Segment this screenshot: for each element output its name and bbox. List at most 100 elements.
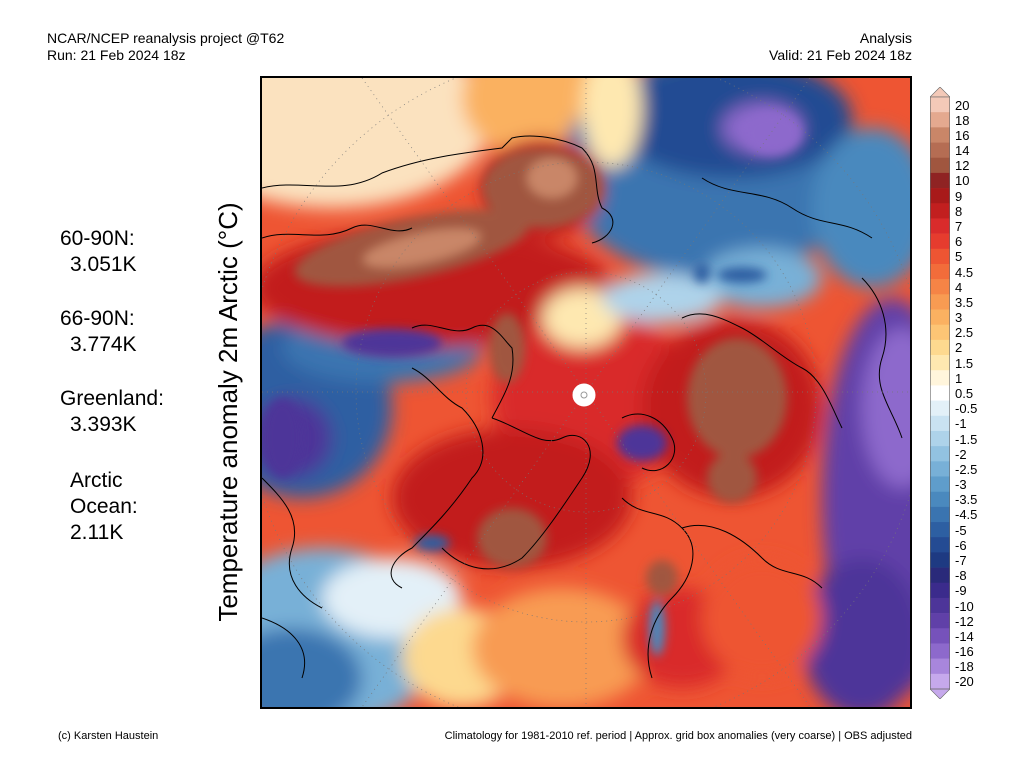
colorbar-swatch bbox=[930, 127, 950, 143]
colorbar-tick-label: -5 bbox=[955, 522, 967, 538]
credit: (c) Karsten Haustein bbox=[58, 730, 159, 742]
colorbar-swatch bbox=[930, 400, 950, 417]
colorbar-swatch bbox=[930, 476, 950, 492]
colorbar-swatch bbox=[930, 339, 950, 356]
colorbar-tick-label: 18 bbox=[955, 112, 970, 128]
stat-value: 3.051K bbox=[70, 253, 137, 276]
colorbar-swatch bbox=[930, 673, 950, 690]
colorbar-tick-label: -16 bbox=[955, 644, 974, 660]
valid-time: Valid: 21 Feb 2024 18z bbox=[769, 47, 912, 63]
colorbar-swatch bbox=[930, 522, 950, 538]
stat-label: 66-90N: bbox=[60, 307, 135, 330]
colorbar-swatch bbox=[930, 279, 950, 295]
colorbar-tick-label: -8 bbox=[955, 568, 967, 584]
colorbar-tick-label: 2 bbox=[955, 340, 963, 356]
colorbar-swatch bbox=[930, 263, 950, 280]
colorbar-tick-label: 3 bbox=[955, 310, 963, 326]
colorbar-tick-label: 6 bbox=[955, 234, 963, 250]
colorbar-tick-label: -7 bbox=[955, 552, 967, 568]
colorbar-tick-label: -1.5 bbox=[955, 431, 978, 447]
stat-arctic-ocean: Arctic Ocean: 2.11K bbox=[70, 468, 138, 546]
colorbar-tick-label: 12 bbox=[955, 158, 970, 174]
colorbar-swatch bbox=[930, 415, 950, 432]
colorbar-top-arrow bbox=[930, 87, 950, 98]
colorbar-tick-label: -6 bbox=[955, 537, 967, 553]
colorbar-swatch bbox=[930, 537, 950, 553]
colorbar-swatch bbox=[930, 446, 950, 462]
colorbar-swatch bbox=[930, 643, 950, 659]
colorbar-tick-label: -10 bbox=[955, 598, 974, 614]
colorbar-swatch bbox=[930, 597, 950, 614]
stat-value: 3.774K bbox=[70, 333, 137, 356]
colorbar-tick-label: 10 bbox=[955, 173, 970, 189]
run-time: Run: 21 Feb 2024 18z bbox=[47, 47, 186, 63]
colorbar-swatch bbox=[930, 355, 950, 371]
colorbar-tick-label: 1.5 bbox=[955, 355, 974, 371]
source-title: NCAR/NCEP reanalysis project @T62 bbox=[47, 30, 285, 46]
colorbar-tick-label: 4.5 bbox=[955, 264, 974, 280]
colorbar-tick-label: -4.5 bbox=[955, 507, 978, 523]
anomaly-map bbox=[260, 76, 912, 709]
colorbar-tick-label: -14 bbox=[955, 628, 974, 644]
colorbar-tick-label: 3.5 bbox=[955, 294, 974, 310]
colorbar-tick-label: 16 bbox=[955, 127, 970, 143]
colorbar-tick-label: -9 bbox=[955, 583, 967, 599]
colorbar-tick-label: 7 bbox=[955, 219, 963, 235]
colorbar-swatch bbox=[930, 97, 950, 113]
run-info: NCAR/NCEP reanalysis project @T62 Run: 2… bbox=[47, 30, 284, 64]
colorbar-tick-label: 1 bbox=[955, 370, 963, 386]
colorbar-swatch bbox=[930, 552, 950, 568]
colorbar-tick-label: -20 bbox=[955, 674, 974, 690]
colorbar-swatch bbox=[930, 461, 950, 477]
colorbar-swatch bbox=[930, 218, 950, 234]
colorbar-tick-label: 8 bbox=[955, 203, 963, 219]
graticule bbox=[262, 78, 910, 707]
map-title-vertical: Temperature anomaly 2m Arctic (°C) bbox=[213, 202, 243, 622]
colorbar-swatch bbox=[930, 658, 950, 675]
colorbar-swatch bbox=[930, 309, 950, 325]
colorbar-tick-label: 9 bbox=[955, 188, 963, 204]
colorbar-swatch bbox=[930, 248, 950, 265]
colorbar-swatch bbox=[930, 385, 950, 401]
colorbar-swatch bbox=[930, 112, 950, 128]
valid-info: Analysis Valid: 21 Feb 2024 18z bbox=[769, 30, 912, 64]
stat-value: 2.11K bbox=[70, 521, 124, 544]
stat-label: Greenland: bbox=[60, 387, 164, 410]
map-field bbox=[262, 78, 910, 707]
colorbar-swatch bbox=[930, 172, 950, 189]
colorbar-swatch bbox=[930, 203, 950, 219]
colorbar-swatch bbox=[930, 628, 950, 644]
colorbar-tick-label: 5 bbox=[955, 249, 963, 265]
colorbar-tick-label: -3.5 bbox=[955, 492, 978, 508]
colorbar-tick-label: -18 bbox=[955, 659, 974, 675]
colorbar-swatch bbox=[930, 430, 950, 447]
stat-greenland: Greenland: 3.393K bbox=[60, 386, 164, 438]
north-pole-marker bbox=[572, 383, 596, 407]
colorbar-swatch bbox=[930, 233, 950, 250]
colorbar-swatch bbox=[930, 582, 950, 599]
colorbar-tick-label: -3 bbox=[955, 477, 967, 493]
colorbar-tick-label: 2.5 bbox=[955, 325, 974, 341]
stat-value: 3.393K bbox=[70, 413, 137, 436]
colorbar-swatch bbox=[930, 370, 950, 386]
colorbar bbox=[930, 87, 950, 699]
stat-66-90n: 66-90N: 3.774K bbox=[60, 306, 137, 358]
colorbar-tick-label: -1 bbox=[955, 416, 967, 432]
colorbar-tick-label: 4 bbox=[955, 279, 963, 295]
colorbar-tick-label: 20 bbox=[955, 97, 970, 113]
stat-label: 60-90N: bbox=[60, 227, 135, 250]
colorbar-swatch bbox=[930, 188, 950, 204]
colorbar-tick-label: -2 bbox=[955, 446, 967, 462]
coastlines bbox=[262, 135, 903, 679]
colorbar-swatch bbox=[930, 506, 950, 523]
colorbar-swatches bbox=[930, 87, 950, 699]
colorbar-swatch bbox=[930, 142, 950, 159]
colorbar-tick-label: -2.5 bbox=[955, 461, 978, 477]
colorbar-tick-label: 14 bbox=[955, 143, 970, 159]
colorbar-tick-label: -12 bbox=[955, 613, 974, 629]
colorbar-swatch bbox=[930, 324, 950, 341]
colorbar-swatch bbox=[930, 613, 950, 629]
analysis-label: Analysis bbox=[859, 30, 912, 46]
colorbar-tick-label: -0.5 bbox=[955, 401, 978, 417]
stat-label: Arctic bbox=[70, 469, 123, 492]
